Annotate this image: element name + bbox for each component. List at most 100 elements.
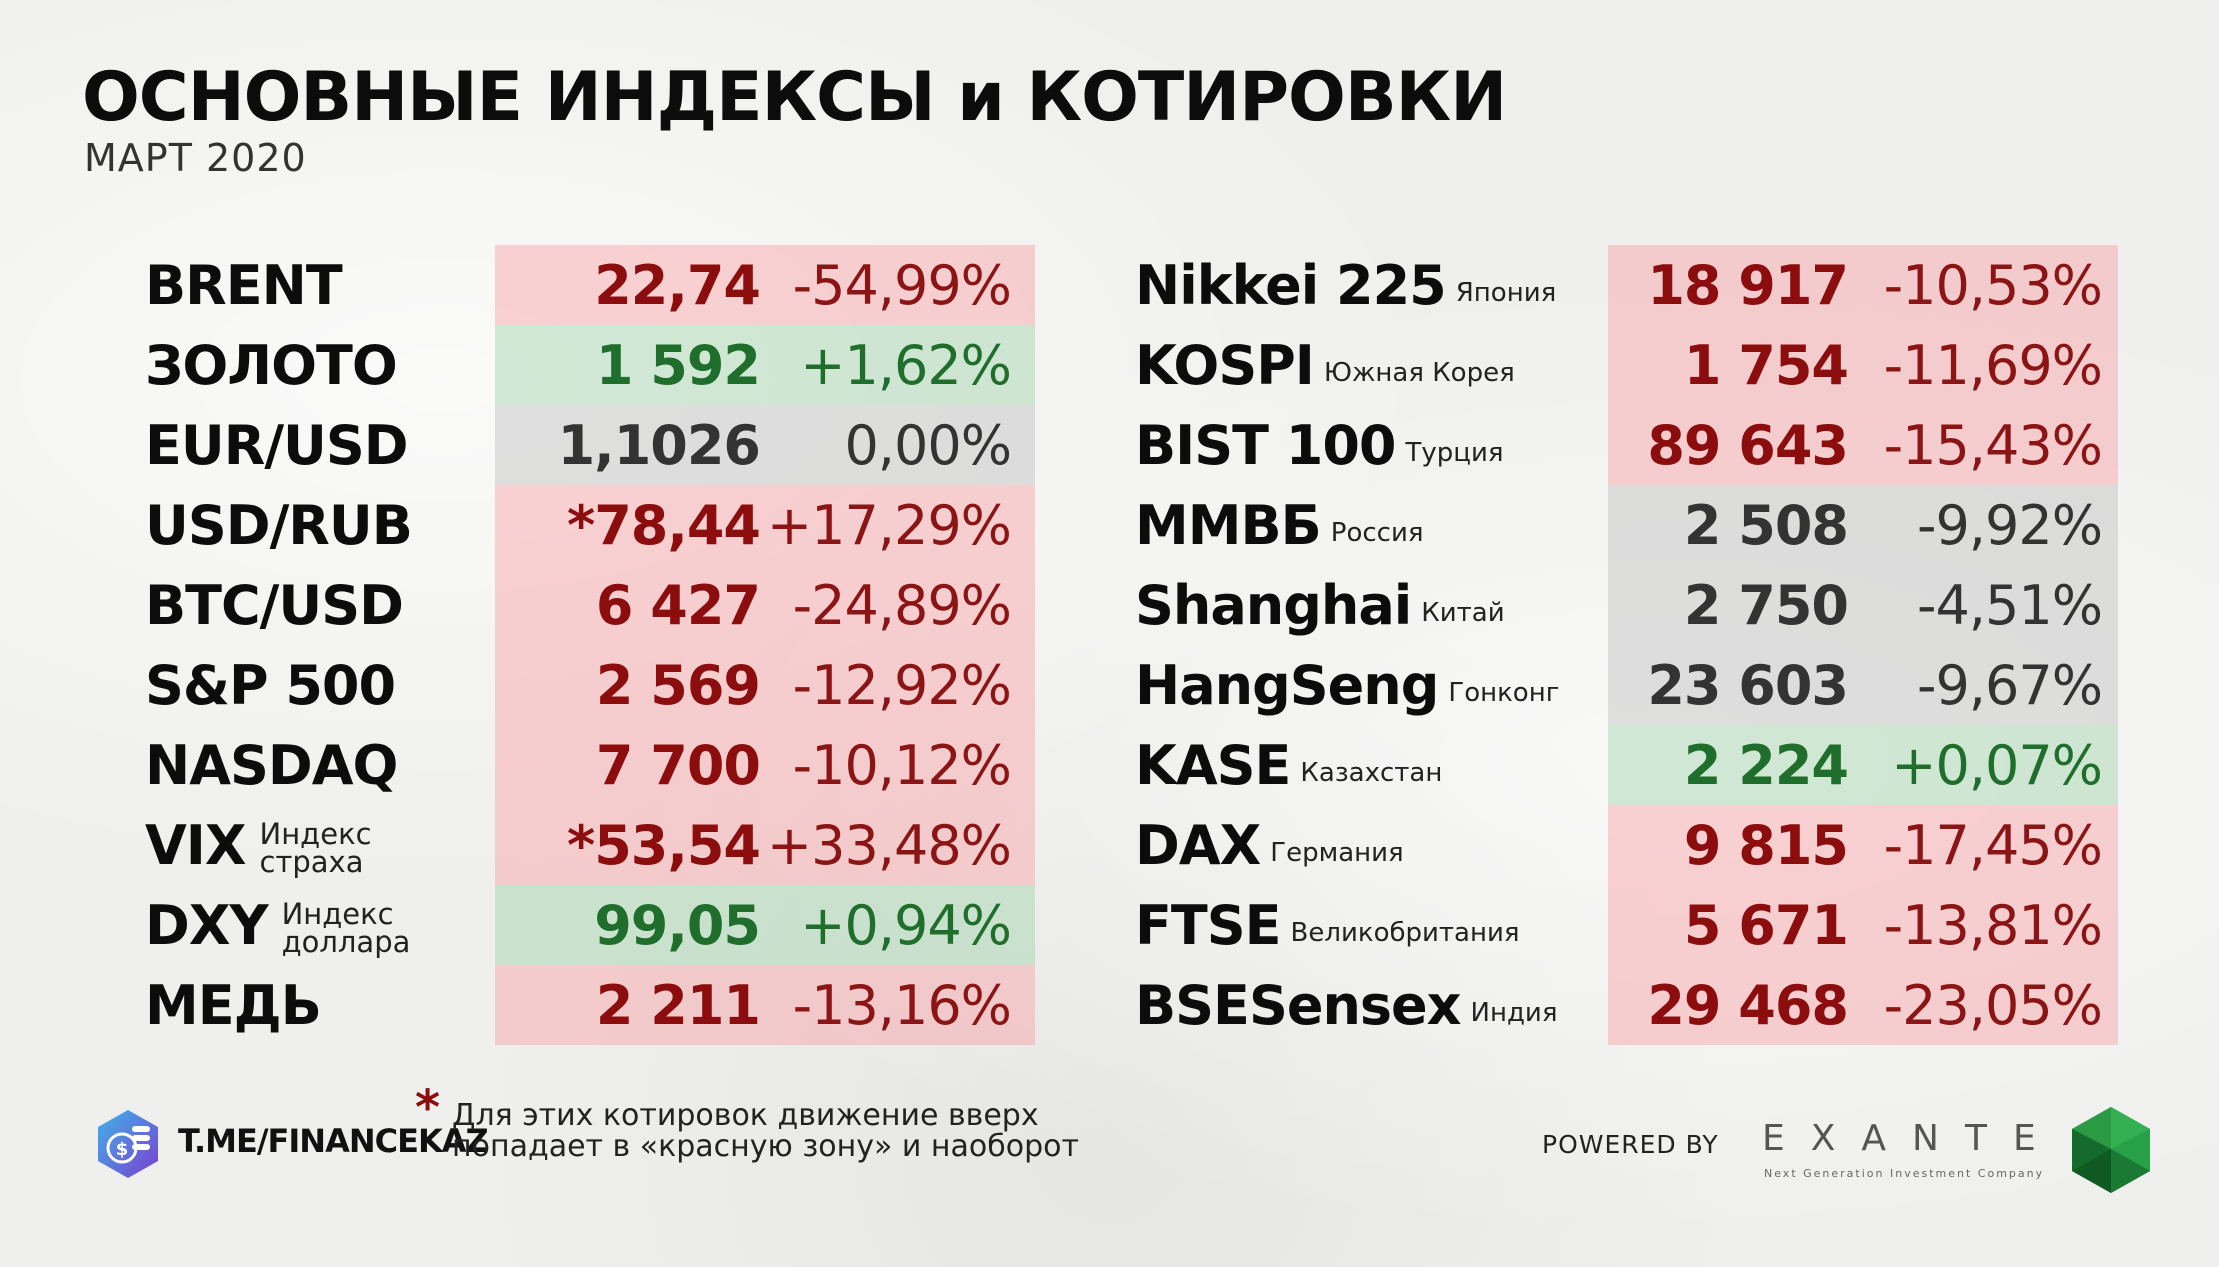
quote-row: 1 592 +1,62% (495, 325, 1035, 405)
quote-change-cell: -9,67% (1917, 645, 2103, 725)
quote-row: 23 603 -9,67% (1608, 645, 2118, 725)
quote-label-row: ЗОЛОТО (145, 325, 452, 405)
quote-value: 99,05 (594, 893, 761, 957)
quote-change-cell: -17,45% (1884, 805, 2103, 885)
quote-value: 2 224 (1683, 733, 1849, 797)
quote-value-cell: *53,54 (566, 805, 761, 885)
quote-label-row: Shanghai Китай (1135, 565, 1559, 645)
quote-value: 18 917 (1647, 253, 1849, 317)
quote-row: 1 754 -11,69% (1608, 325, 2118, 405)
quote-value-cell: 89 643 (1647, 405, 1849, 485)
powered-by-label: POWERED BY (1542, 1130, 1719, 1159)
quote-value: 22,74 (594, 253, 761, 317)
quote-row: 2 508 -9,92% (1608, 485, 2118, 565)
quote-change: +0,94% (800, 893, 1012, 957)
quote-label-row: USD/RUB (145, 485, 452, 565)
exante-brand[interactable]: EXANTE (1762, 1118, 2062, 1159)
quote-change-cell: -15,43% (1884, 405, 2103, 485)
quote-row: 1,1026 0,00% (495, 405, 1035, 485)
quote-row: 99,05 +0,94% (495, 885, 1035, 965)
quote-label-row: DXY Индекс доллара (145, 885, 452, 965)
quote-row: 6 427 -24,89% (495, 565, 1035, 645)
quote-change: +1,62% (800, 333, 1012, 397)
quote-value-cell: 2 750 (1683, 565, 1849, 645)
quote-row: 2 569 -12,92% (495, 645, 1035, 725)
quote-value: 1,1026 (557, 413, 761, 477)
quote-change-cell: -10,53% (1883, 245, 2103, 325)
quote-name: DAX (1135, 813, 1261, 877)
quote-name: USD/RUB (145, 493, 413, 557)
quote-change-cell: -4,51% (1916, 565, 2103, 645)
quote-value-cell: 1,1026 (557, 405, 761, 485)
quote-label-row: KOSPI Южная Корея (1135, 325, 1559, 405)
quote-value-cell: 2 224 (1683, 725, 1849, 805)
quote-label-row: FTSE Великобритания (1135, 885, 1559, 965)
quote-change-cell: +1,62% (800, 325, 1012, 405)
quote-value-cell: 23 603 (1647, 645, 1849, 725)
page-title: ОСНОВНЫЕ ИНДЕКСЫ и КОТИРОВКИ (82, 58, 1507, 137)
quote-label-row: NASDAQ (145, 725, 452, 805)
quote-change: -9,92% (1916, 493, 2103, 557)
quote-change-cell: -12,92% (793, 645, 1012, 725)
quote-change-cell: +0,94% (800, 885, 1012, 965)
quote-note: Великобритания (1290, 918, 1520, 948)
quote-change: -11,69% (1883, 333, 2103, 397)
quote-change: -4,51% (1916, 573, 2103, 637)
quote-name: BRENT (145, 253, 343, 317)
quote-change: -10,53% (1883, 253, 2103, 317)
quote-row: 5 671 -13,81% (1608, 885, 2118, 965)
quote-value: *53,54 (566, 813, 761, 877)
quote-note: Турция (1405, 438, 1504, 468)
quote-name: BSESensex (1135, 973, 1461, 1037)
quote-value-cell: 9 815 (1684, 805, 1849, 885)
quote-value-cell: 1 754 (1683, 325, 1849, 405)
quote-value: 2 569 (595, 653, 761, 717)
quote-row: 2 211 -13,16% (495, 965, 1035, 1045)
quote-row: 18 917 -10,53% (1608, 245, 2118, 325)
quote-row: 29 468 -23,05% (1608, 965, 2118, 1045)
quote-name: KASE (1135, 733, 1291, 797)
quote-value-cell: 29 468 (1647, 965, 1849, 1045)
quote-change-cell: -54,99% (793, 245, 1012, 325)
quote-note: Казахстан (1300, 758, 1443, 788)
quote-name: ЗОЛОТО (145, 333, 398, 397)
quote-value-cell: 99,05 (594, 885, 761, 965)
quote-label-row: Nikkei 225 Япония (1135, 245, 1559, 325)
right-quotes-panel: 18 917 -10,53% 1 754 -11,69% 89 643 -15,43% 2 … (1608, 245, 2118, 1045)
quote-value: 1 754 (1683, 333, 1849, 397)
quote-row: 2 750 -4,51% (1608, 565, 2118, 645)
quote-label-row: KASE Казахстан (1135, 725, 1559, 805)
footnote-text: Для этих котировок движение вверх попада… (452, 1098, 1080, 1164)
quote-value-cell: 6 427 (596, 565, 761, 645)
telegram-link[interactable]: T.ME/FINANCEKAZ (178, 1122, 489, 1160)
quote-name: HangSeng (1135, 653, 1439, 717)
quote-value: 2 508 (1683, 493, 1849, 557)
quote-change-cell: -9,92% (1916, 485, 2103, 565)
quote-value: 89 643 (1647, 413, 1849, 477)
quote-name: DXY (145, 893, 269, 957)
quote-value: 29 468 (1647, 973, 1849, 1037)
quote-label-row: BRENT (145, 245, 452, 325)
quote-change: +33,48% (766, 813, 1012, 877)
quote-change-cell: +0,07% (1891, 725, 2103, 805)
quote-name: FTSE (1135, 893, 1282, 957)
quote-value: 1 592 (595, 333, 761, 397)
left-labels: BRENT ЗОЛОТО EUR/USD USD/RUB BTC/USD S&P 500 N… (145, 245, 452, 1045)
left-quotes-panel: 22,74 -54,99% 1 592 +1,62% 1,1026 0,00% *78,44… (495, 245, 1035, 1045)
quote-note: Индекс доллара (281, 897, 411, 959)
quote-row: 22,74 -54,99% (495, 245, 1035, 325)
quote-label-row: EUR/USD (145, 405, 452, 485)
quote-change-cell: -10,12% (793, 725, 1012, 805)
quote-value: *78,44 (566, 493, 761, 557)
quote-value: 2 750 (1683, 573, 1849, 637)
quote-label-row: DAX Германия (1135, 805, 1559, 885)
exante-gem-icon (2072, 1107, 2150, 1193)
quote-label-row: HangSeng Гонконг (1135, 645, 1559, 725)
quote-note: Китай (1421, 598, 1505, 628)
quote-name: Shanghai (1135, 573, 1412, 637)
quote-row: 7 700 -10,12% (495, 725, 1035, 805)
footnote-star: * (415, 1080, 441, 1136)
quote-value: 2 211 (595, 973, 761, 1037)
svg-text:$: $ (116, 1139, 129, 1160)
quote-name: ММВБ (1135, 493, 1322, 557)
